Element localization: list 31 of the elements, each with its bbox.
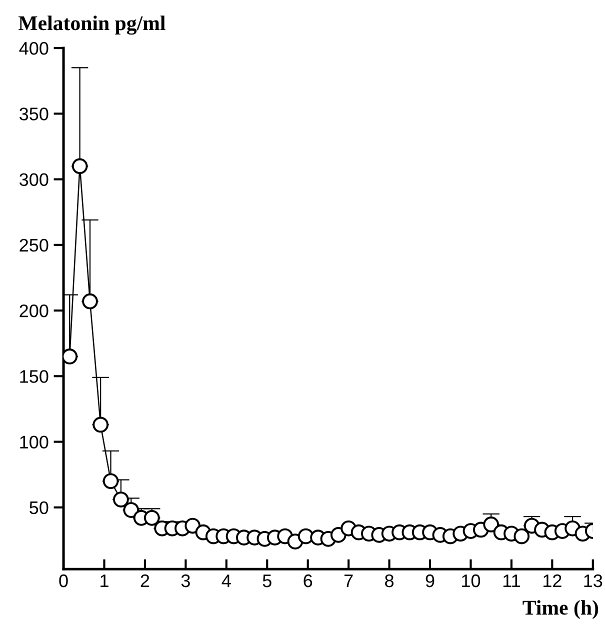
point [514,528,530,544]
x-tick-label: 3 [181,574,190,588]
y-axis-title: Melatonin pg/ml [18,16,166,35]
point [483,516,500,532]
point [92,416,108,433]
y-tick-label: 250 [20,238,48,252]
point [113,492,129,508]
y-tick-label: 400 [19,42,48,55]
x-tick-label: 6 [304,574,312,588]
x-tick-label: 7 [344,574,353,588]
point [72,158,88,174]
x-tick-label: 9 [426,574,434,588]
x-tick-label: 1 [100,574,108,588]
x-tick-label: 11 [503,574,520,588]
x-tick-label: 10 [462,574,480,588]
y-tick-label: 200 [20,304,48,318]
x-tick-label: 13 [584,574,602,588]
x-axis-title: Time (h) [522,600,598,620]
y-tick-label: 300 [20,173,48,186]
x-tick-label: 4 [222,574,231,588]
x-tick-label: 8 [385,574,394,588]
y-tick-label: 100 [20,436,48,448]
point [123,502,140,518]
x-tick-label: 0 [59,574,68,588]
point [82,293,98,310]
x-tick-label: 12 [544,574,562,588]
x-tick-label: 2 [140,574,150,588]
y-tick-label: 350 [20,108,48,120]
y-tick-label: 50 [30,501,48,514]
y-tick-label: 150 [20,370,48,383]
x-tick-label: 5 [262,574,272,588]
